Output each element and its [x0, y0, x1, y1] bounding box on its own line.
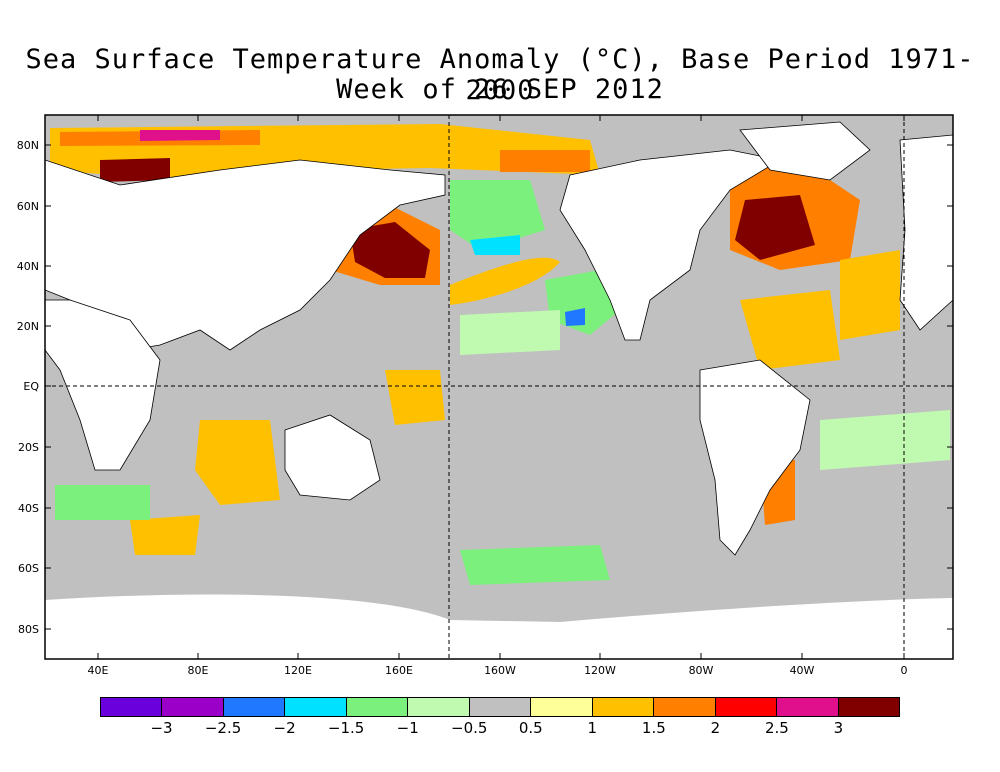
- lon-tick-label: 40W: [790, 664, 815, 677]
- colorbar-label: −3: [150, 719, 173, 737]
- colorbar-swatch: [469, 698, 532, 716]
- colorbar-label: 1: [587, 719, 598, 737]
- colorbar-label: −2.5: [204, 719, 242, 737]
- beaufort-warm: [500, 150, 590, 172]
- colorbar-label: −2: [273, 719, 296, 737]
- australia-land: [284, 414, 381, 501]
- colorbar-label: −0.5: [451, 719, 488, 737]
- lon-tick-label: 120W: [584, 664, 616, 677]
- lat-tick-label: 20S: [18, 441, 39, 454]
- barents-hot-spot: [100, 158, 170, 182]
- colorbar-label: 3: [833, 719, 844, 737]
- southern-indian-warm: [130, 515, 200, 555]
- colorbar-swatch: [285, 698, 347, 716]
- colorbar-label: 2: [710, 719, 721, 737]
- lon-tick-label: 120E: [284, 664, 312, 677]
- lat-tick-label: 60S: [18, 562, 39, 575]
- lat-tick-label: EQ: [23, 380, 39, 393]
- lon-tick-label: 80W: [689, 664, 714, 677]
- colorbar-label: −1.5: [327, 719, 365, 737]
- antarctica-land: [45, 594, 953, 659]
- colorbar-label: 0.5: [518, 719, 543, 737]
- colorbar-swatch: [346, 698, 409, 716]
- colorbar-swatch: [777, 698, 839, 716]
- colorbar-swatch: [101, 698, 163, 716]
- east-atlantic-warm: [840, 250, 900, 340]
- colorbar-swatch: [162, 698, 224, 716]
- latitude-axis: 80N 60N 40N 20N EQ 20S 40S 60S 80S: [17, 139, 953, 636]
- north-pacific-hot-core: [350, 222, 430, 278]
- lat-tick-label: 40S: [18, 502, 39, 515]
- map-frame: [44, 114, 954, 660]
- west-pacific-warm: [385, 370, 445, 425]
- colorbar-swatch: [531, 698, 593, 716]
- europe-africa-east-edge-land: [899, 134, 953, 331]
- lon-tick-label: 80E: [188, 664, 209, 677]
- lon-tick-label: 40E: [88, 664, 109, 677]
- greenland-land: [739, 121, 871, 181]
- colorbar: [100, 697, 900, 717]
- lat-tick-label: 20N: [17, 320, 39, 333]
- colorbar-swatch: [408, 698, 470, 716]
- lat-tick-label: 80S: [18, 623, 39, 636]
- colorbar-label: −1: [396, 719, 419, 737]
- colorbar-swatch: [715, 698, 778, 716]
- colorbar-swatch: [223, 698, 286, 716]
- colorbar-labels: −3 −2.5 −2 −1.5 −1 −0.5 0.5 1 1.5 2 2.5 3: [100, 719, 900, 739]
- lon-tick-label: 160W: [484, 664, 516, 677]
- north-atlantic-hot-core: [735, 195, 815, 260]
- gulf-alaska-cold-core: [470, 235, 520, 255]
- southern-indian-cool: [55, 485, 150, 520]
- colorbar-swatch: [592, 698, 655, 716]
- arctic-warm-core-b: [140, 130, 220, 141]
- south-atlantic-cool: [820, 410, 950, 470]
- pacific-warm-streak: [450, 257, 560, 305]
- colorbar-swatch: [838, 698, 900, 716]
- colorbar-swatch: [654, 698, 716, 716]
- lon-tick-label: 160E: [385, 664, 413, 677]
- central-pacific-cool: [460, 310, 560, 355]
- east-pacific-cool: [545, 270, 620, 335]
- lat-tick-label: 80N: [17, 139, 39, 152]
- lat-tick-label: 60N: [17, 200, 39, 213]
- lon-tick-label: 0: [901, 664, 908, 677]
- longitude-axis: 40E 80E 120E 160E 160W 120W 80W 40W 0: [88, 115, 908, 677]
- east-pacific-cold-core: [565, 308, 585, 326]
- gulf-alaska-cool: [450, 180, 545, 250]
- colorbar-label: 2.5: [764, 719, 789, 737]
- africa-land: [45, 299, 161, 471]
- chart-subtitle: Week of 26 SEP 2012: [336, 74, 664, 105]
- south-pacific-cool: [460, 545, 610, 585]
- north-america-land: [559, 149, 782, 341]
- south-america-land: [699, 359, 811, 556]
- tropical-atlantic-warm: [740, 290, 840, 370]
- chart-title: Sea Surface Temperature Anomaly (°C), Ba…: [25, 44, 975, 106]
- lat-tick-label: 40N: [17, 260, 39, 273]
- south-indian-warm: [195, 420, 280, 505]
- colorbar-label: 1.5: [641, 719, 666, 737]
